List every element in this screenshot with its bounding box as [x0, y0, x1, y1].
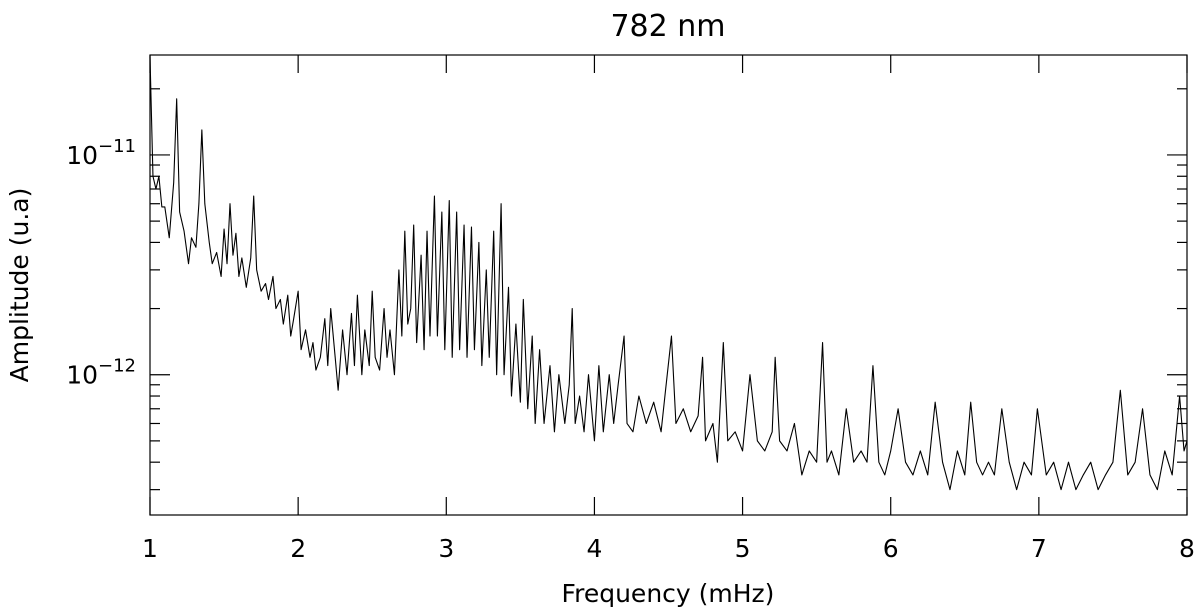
- x-tick-label: 1: [142, 534, 158, 563]
- x-axis-label: Frequency (mHz): [562, 579, 775, 608]
- chart-title: 782 nm: [610, 9, 725, 44]
- y-axis-label: Amplitude (u.a): [5, 188, 34, 383]
- x-tick-label: 3: [438, 534, 454, 563]
- x-tick-label: 4: [586, 534, 602, 563]
- x-tick-label: 2: [290, 534, 306, 563]
- x-tick-label: 6: [883, 534, 899, 563]
- plot-frame: [149, 54, 1188, 516]
- x-tick-label: 5: [735, 534, 751, 563]
- x-tick-label: 7: [1031, 534, 1047, 563]
- spectrum-line: [149, 56, 1188, 491]
- x-tick-label: 8: [1179, 534, 1195, 563]
- y-tick-label: 10−11: [66, 136, 136, 170]
- y-tick-label: 10−12: [66, 356, 136, 390]
